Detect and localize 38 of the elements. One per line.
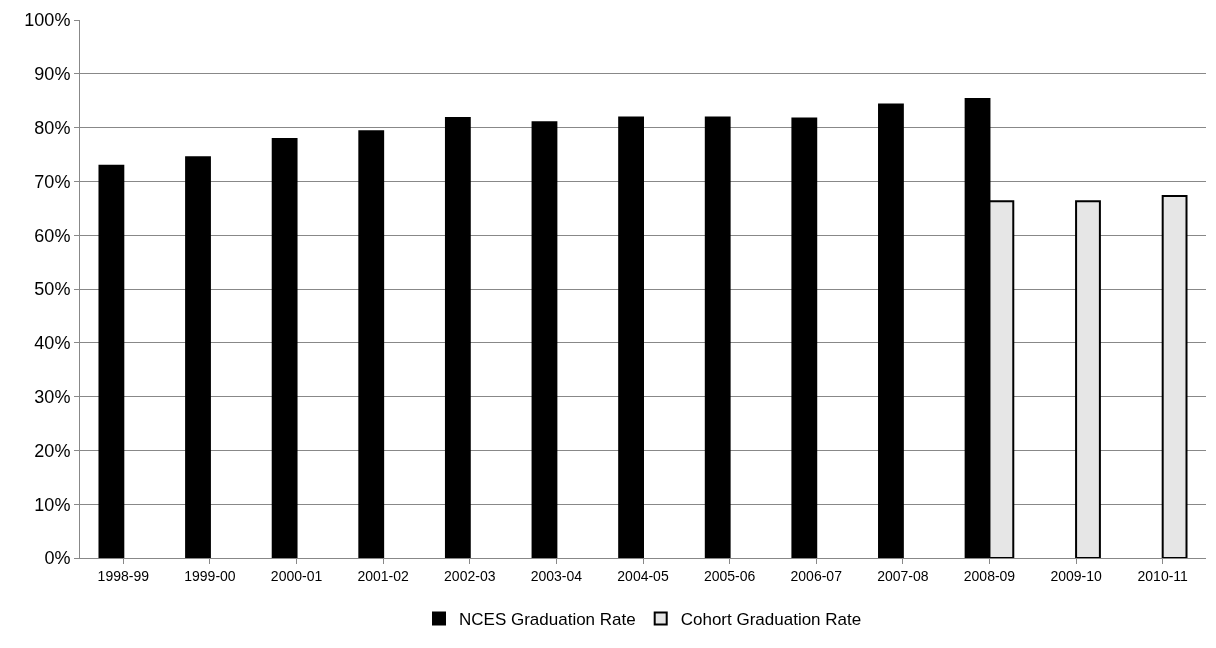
y-tick-label: 50% <box>34 279 71 300</box>
x-tick-label: 2002-03 <box>444 567 496 584</box>
bar <box>185 156 211 558</box>
bar <box>1075 200 1101 558</box>
bar <box>704 116 731 558</box>
y-tick-label: 60% <box>34 225 71 246</box>
bar <box>618 116 644 558</box>
x-tick-label: 2005-06 <box>703 567 756 584</box>
bar <box>531 121 558 558</box>
x-tick-label: 1999-00 <box>184 567 236 584</box>
legend-label: NCES Graduation Rate <box>459 610 636 630</box>
bar <box>791 117 818 558</box>
y-tick-label: 100% <box>24 10 71 31</box>
bar <box>878 103 904 558</box>
y-tick-label: 20% <box>34 440 71 461</box>
bar <box>98 164 125 558</box>
bar <box>271 137 298 558</box>
bar <box>1161 194 1188 558</box>
y-tick-label: 90% <box>34 64 71 85</box>
x-tick-label: 2003-04 <box>530 567 583 584</box>
x-tick-label: 2008-09 <box>963 567 1016 584</box>
x-tick-label: 2007-08 <box>877 567 929 584</box>
x-tick-label: 2001-02 <box>357 567 410 584</box>
bar <box>358 130 385 558</box>
x-tick-label: 2006-07 <box>790 567 843 584</box>
y-tick-label: 70% <box>34 171 71 192</box>
x-tick-label: 2000-01 <box>270 567 323 584</box>
y-tick-label: 80% <box>34 117 71 138</box>
x-tick-label: 2010-11 <box>1137 567 1189 584</box>
x-tick-label: 2009-10 <box>1050 567 1102 584</box>
y-tick-label: 0% <box>44 548 71 569</box>
y-tick-label: 10% <box>34 494 71 515</box>
x-tick-label: 1998-99 <box>97 567 150 584</box>
bar <box>444 116 471 558</box>
legend-label: Cohort Graduation Rate <box>680 610 862 630</box>
y-tick-label: 30% <box>34 386 71 407</box>
y-tick-label: 40% <box>34 333 71 354</box>
x-tick-label: 2004-05 <box>617 567 669 584</box>
